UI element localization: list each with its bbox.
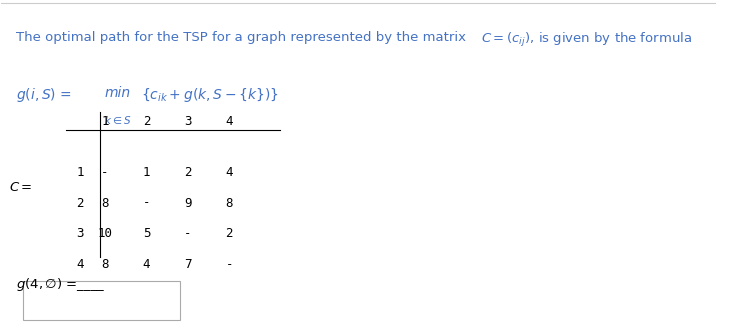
Text: The optimal path for the TSP for a graph represented by the matrix: The optimal path for the TSP for a graph… xyxy=(16,31,470,44)
Text: $C = (c_{ij})$, is given by the formula: $C = (c_{ij})$, is given by the formula xyxy=(482,31,693,49)
Text: 2: 2 xyxy=(143,115,150,128)
Text: 9: 9 xyxy=(184,196,192,210)
Text: 3: 3 xyxy=(184,115,192,128)
Text: 2: 2 xyxy=(184,166,192,179)
Text: $g(4, \emptyset)$ =____: $g(4, \emptyset)$ =____ xyxy=(16,276,105,293)
Text: -: - xyxy=(143,196,150,210)
Text: 8: 8 xyxy=(101,196,109,210)
Text: 2: 2 xyxy=(226,227,233,240)
Text: -: - xyxy=(101,166,109,179)
Text: 8: 8 xyxy=(101,258,109,271)
Text: 8: 8 xyxy=(226,196,233,210)
Text: 10: 10 xyxy=(98,227,112,240)
Text: 4: 4 xyxy=(226,115,233,128)
Text: 4: 4 xyxy=(226,166,233,179)
Text: 5: 5 xyxy=(143,227,150,240)
Text: 1: 1 xyxy=(101,115,109,128)
Text: 7: 7 xyxy=(184,258,192,271)
Text: 1: 1 xyxy=(143,166,150,179)
Text: 4: 4 xyxy=(143,258,150,271)
Text: -: - xyxy=(184,227,192,240)
Text: 3: 3 xyxy=(76,227,84,240)
FancyBboxPatch shape xyxy=(23,281,180,320)
Text: min: min xyxy=(105,86,131,100)
Text: -: - xyxy=(226,258,233,271)
Text: $\{c_{ik} + g(k, S- \{k\})\}$: $\{c_{ik} + g(k, S- \{k\})\}$ xyxy=(141,86,278,104)
Text: 4: 4 xyxy=(76,258,84,271)
Text: 1: 1 xyxy=(76,166,84,179)
Text: $C=$: $C=$ xyxy=(9,181,32,194)
Text: $k \in S$: $k \in S$ xyxy=(104,113,131,126)
Text: 2: 2 xyxy=(76,196,84,210)
Text: $g(i, S)$ =: $g(i, S)$ = xyxy=(16,86,73,104)
